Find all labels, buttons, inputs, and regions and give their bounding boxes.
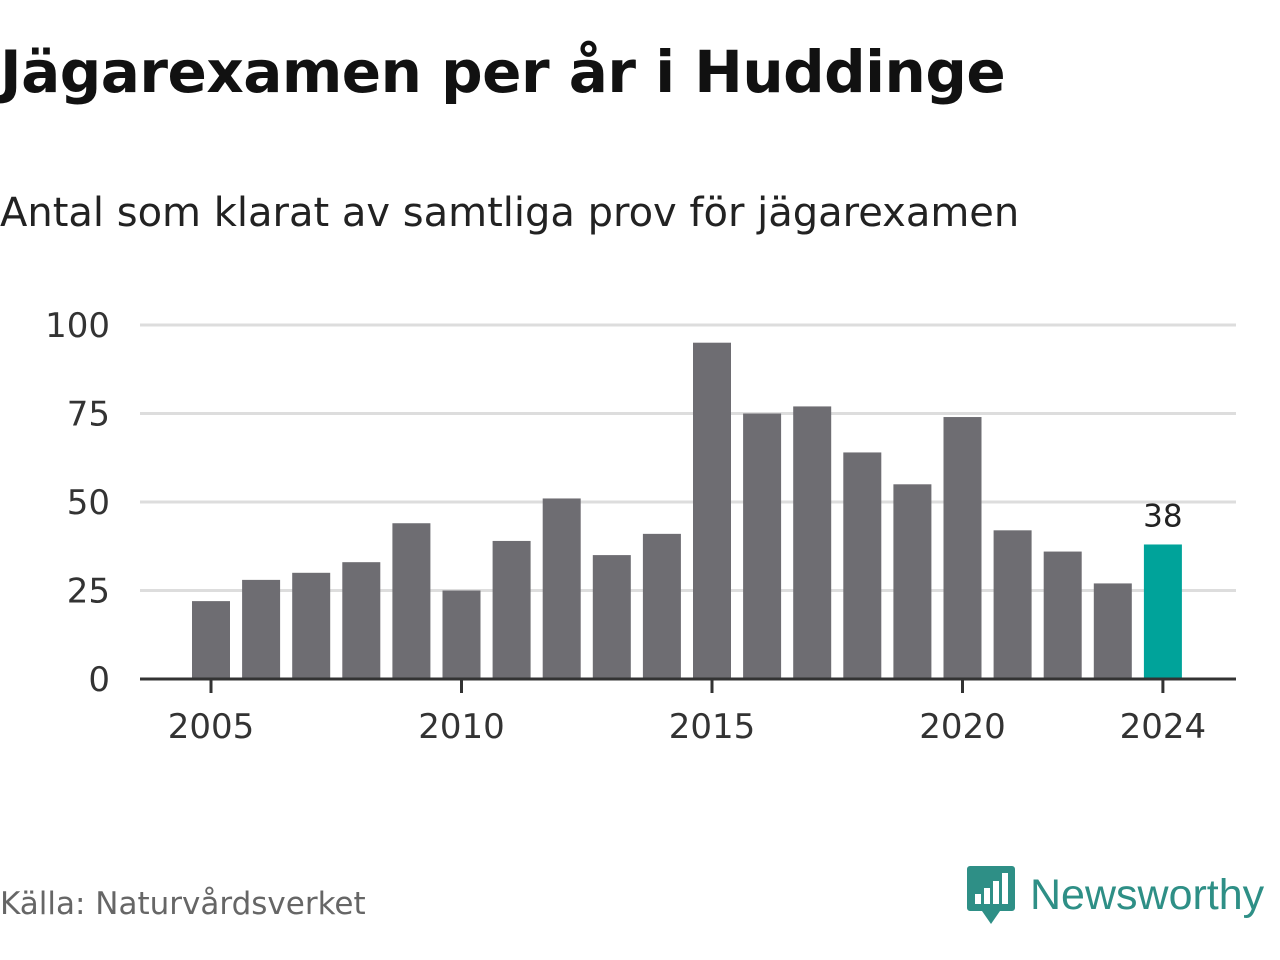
x-tick-label: 2010 bbox=[418, 707, 505, 747]
data-label-2024: 38 bbox=[1143, 498, 1182, 534]
chart-subtitle: Antal som klarat av samtliga prov för jä… bbox=[0, 190, 1020, 236]
bar-2005 bbox=[192, 601, 230, 679]
bar-2008 bbox=[342, 562, 381, 679]
bar-2021 bbox=[993, 530, 1032, 679]
x-tick-label: 2020 bbox=[919, 707, 1006, 747]
grid-lines bbox=[140, 323, 1236, 592]
bar-2018 bbox=[843, 452, 882, 679]
y-tick-label: 100 bbox=[45, 306, 110, 346]
data-labels: 38 bbox=[1143, 498, 1182, 534]
y-tick-label: 0 bbox=[88, 660, 110, 700]
bar-2024 bbox=[1143, 544, 1182, 679]
y-tick-label: 75 bbox=[67, 395, 110, 435]
bar-2012 bbox=[542, 498, 581, 679]
bar-2016 bbox=[743, 413, 782, 679]
brand-logo: Newsworthy bbox=[966, 864, 1264, 926]
bar-2020 bbox=[943, 417, 982, 679]
x-tick-label: 2005 bbox=[168, 707, 255, 747]
bar-2023 bbox=[1093, 583, 1132, 679]
x-tick-label: 2015 bbox=[669, 707, 756, 747]
bar-2011 bbox=[492, 540, 531, 679]
bar-2019 bbox=[893, 484, 932, 679]
chart-title: Jägarexamen per år i Huddinge bbox=[0, 38, 1006, 106]
y-tick-label: 25 bbox=[67, 572, 110, 612]
x-tick-label: 2024 bbox=[1120, 707, 1207, 747]
bar-2022 bbox=[1043, 551, 1082, 679]
bar-2013 bbox=[592, 555, 631, 679]
bar-2017 bbox=[793, 406, 832, 679]
y-tick-label: 50 bbox=[67, 483, 110, 523]
y-axis-ticks: 0 25 50 75 100 bbox=[45, 306, 110, 700]
bar-2010 bbox=[442, 590, 481, 679]
bar-2014 bbox=[642, 533, 681, 679]
source-note: Källa: Naturvårdsverket bbox=[0, 886, 366, 922]
x-axis-ticks: 2005 2010 2015 2020 2024 bbox=[168, 679, 1206, 747]
bar-2009 bbox=[392, 523, 431, 679]
bar-chart-speech-bubble-icon bbox=[967, 866, 1015, 924]
brand-name: Newsworthy bbox=[1030, 870, 1265, 919]
bar-2015 bbox=[693, 342, 731, 679]
bars bbox=[192, 342, 1182, 679]
bar-2007 bbox=[292, 572, 331, 679]
bar-2006 bbox=[242, 579, 281, 679]
